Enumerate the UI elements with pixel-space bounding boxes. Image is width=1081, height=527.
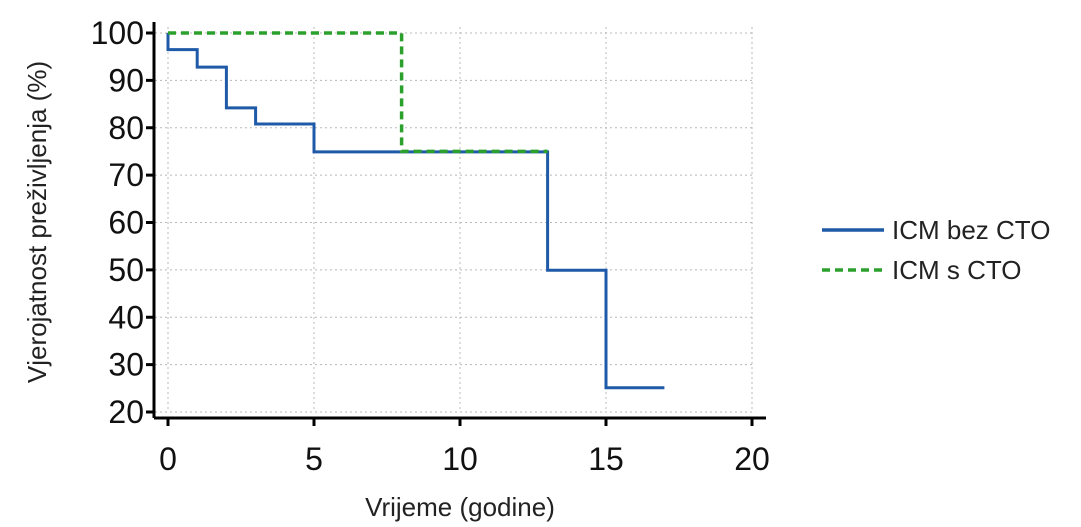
y-tick-label: 70 (108, 157, 144, 193)
series-group (166, 31, 665, 390)
y-tick-label: 50 (108, 252, 144, 288)
grid (155, 27, 753, 413)
y-tick-label: 100 (91, 15, 144, 51)
legend-label: ICM s CTO (892, 255, 1022, 285)
x-tick-labels: 0 5 10 15 20 (159, 441, 770, 477)
y-tick-labels: 20 30 40 50 60 70 80 90 100 (91, 15, 144, 430)
y-tick-label: 60 (108, 205, 144, 241)
series-line-icm-s-cto (168, 31, 548, 154)
legend: ICM bez CTO ICM s CTO (822, 215, 1050, 285)
y-tick-label: 40 (108, 299, 144, 335)
y-tick-label: 90 (108, 62, 144, 98)
y-tick-label: 30 (108, 347, 144, 383)
x-tick-label: 10 (442, 441, 478, 477)
y-axis-title: Vjerojatnost preživljenja (%) (22, 61, 52, 383)
legend-label: ICM bez CTO (892, 215, 1050, 245)
x-tick-label: 15 (588, 441, 624, 477)
x-tick-label: 5 (305, 441, 323, 477)
axes (146, 22, 766, 426)
series-line-icm-bez-cto (166, 33, 665, 390)
x-tick-label: 20 (734, 441, 770, 477)
x-tick-label: 0 (159, 441, 177, 477)
x-axis-title: Vrijeme (godine) (365, 492, 555, 522)
y-tick-label: 80 (108, 110, 144, 146)
y-tick-label: 20 (108, 394, 144, 430)
